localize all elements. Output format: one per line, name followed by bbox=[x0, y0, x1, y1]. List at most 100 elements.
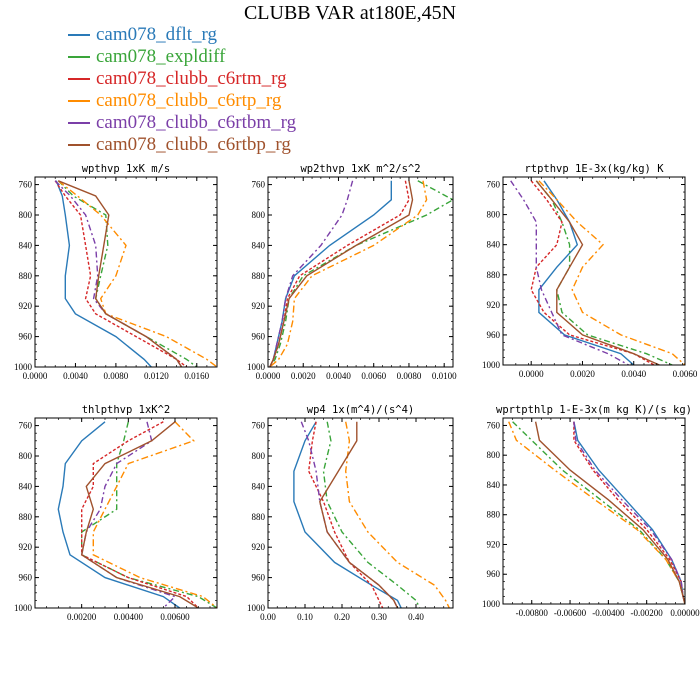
panel-frame bbox=[267, 176, 454, 368]
y-tick-label: 960 bbox=[19, 332, 33, 342]
y-tick-label: 920 bbox=[252, 301, 266, 311]
x-tick-label: 0.0020 bbox=[570, 369, 595, 379]
legend-swatch bbox=[68, 144, 90, 146]
panel-series bbox=[54, 180, 217, 367]
y-tick-label: 800 bbox=[252, 451, 266, 461]
series-line-cam078-dflt-rg bbox=[538, 180, 635, 365]
x-tick-label: 0.0040 bbox=[621, 369, 646, 379]
panel-6: wprtpthlp 1-E-3x(m kg K)/(s kg) 760 800 840… bbox=[482, 404, 700, 618]
panel-frame bbox=[502, 417, 686, 605]
panel-3: rtpthvp 1E-3x(kg/kg) K 760 800 840 880 920 960… bbox=[482, 163, 698, 379]
series-line-cam078-clubb-c6rtbm-rg bbox=[54, 180, 183, 367]
y-tick-label: 760 bbox=[252, 180, 266, 190]
series-line-cam078-clubb-c6rtp-rg bbox=[344, 421, 450, 608]
x-tick-label: 0.20 bbox=[334, 612, 350, 622]
y-tick-label: 1000 bbox=[482, 599, 501, 609]
y-tick-label: 1000 bbox=[14, 362, 33, 372]
panel-series bbox=[57, 421, 217, 608]
series-line-cam078-clubb-c6rtbp-rg bbox=[269, 180, 414, 367]
x-tick-label: 0.0080 bbox=[397, 371, 422, 381]
x-tick-label: -0.00600 bbox=[554, 608, 587, 618]
series-line-cam078-expldiff bbox=[322, 421, 421, 608]
y-tick-label: 880 bbox=[252, 271, 266, 281]
legend-swatch bbox=[68, 78, 90, 80]
x-tick-label: 0.10 bbox=[297, 612, 313, 622]
legend-item-cam078-clubb-c6rtp-rg: cam078_clubb_c6rtp_rg bbox=[68, 90, 296, 112]
y-tick-label: 880 bbox=[487, 510, 501, 520]
y-tick-label: 880 bbox=[487, 270, 501, 280]
x-tick-label: 0.0060 bbox=[673, 369, 698, 379]
series-line-cam078-clubb-c6rtm-rg bbox=[80, 421, 199, 608]
legend-label: cam078_clubb_c6rtp_rg bbox=[96, 90, 282, 111]
x-tick-label: 0.30 bbox=[371, 612, 387, 622]
figure-title: CLUBB VAR at180E,45N bbox=[243, 2, 457, 24]
x-tick-label: 0.00400 bbox=[114, 612, 144, 622]
y-tick-label: 840 bbox=[19, 240, 33, 250]
series-line-cam078-clubb-c6rtm-rg bbox=[530, 180, 655, 365]
series-line-cam078-clubb-c6rtbm-rg bbox=[573, 421, 685, 604]
panel-series bbox=[269, 180, 453, 367]
series-line-cam078-clubb-c6rtp-rg bbox=[57, 180, 217, 367]
panel-title: thlpthvp 1xK^2 bbox=[82, 404, 171, 416]
legend-item-cam078-clubb-c6rtbp-rg: cam078_clubb_c6rtbp_rg bbox=[68, 134, 296, 156]
legend-item-cam078-dflt-rg: cam078_dflt_rg bbox=[68, 24, 296, 46]
y-tick-label: 1000 bbox=[247, 603, 266, 613]
y-tick-label: 1000 bbox=[482, 360, 501, 370]
y-tick-label: 880 bbox=[19, 271, 33, 281]
series-line-cam078-expldiff bbox=[535, 180, 673, 365]
legend-swatch bbox=[68, 100, 90, 102]
series-line-cam078-clubb-c6rtm-rg bbox=[269, 180, 410, 367]
legend-item-cam078-clubb-c6rtm-rg: cam078_clubb_c6rtm_rg bbox=[68, 68, 296, 90]
panel-title: wp4 1x(m^4)/(s^4) bbox=[307, 404, 414, 416]
panel-series bbox=[508, 421, 685, 604]
series-line-cam078-clubb-c6rtbm-rg bbox=[510, 180, 629, 365]
x-tick-label: 0.0080 bbox=[104, 371, 129, 381]
x-tick-label: 0.0040 bbox=[326, 371, 351, 381]
y-tick-label: 840 bbox=[487, 480, 501, 490]
y-tick-label: 920 bbox=[252, 542, 266, 552]
y-tick-label: 800 bbox=[252, 210, 266, 220]
series-line-cam078-clubb-c6rtp-rg bbox=[508, 421, 685, 604]
x-tick-label: 0.0000 bbox=[519, 369, 544, 379]
legend-label: cam078_clubb_c6rtbp_rg bbox=[96, 134, 291, 155]
series-line-cam078-clubb-c6rtbp-rg bbox=[58, 180, 183, 367]
series-line-cam078-clubb-c6rtbm-rg bbox=[269, 180, 354, 367]
series-line-cam078-clubb-c6rtp-rg bbox=[538, 180, 685, 365]
y-tick-label: 760 bbox=[487, 420, 501, 430]
panel-title: wp2thvp 1xK m^2/s^2 bbox=[300, 163, 420, 175]
x-tick-label: 0.0000 bbox=[23, 371, 48, 381]
y-tick-label: 760 bbox=[19, 180, 33, 190]
legend-item-cam078-clubb-c6rtbm-rg: cam078_clubb_c6rtbm_rg bbox=[68, 112, 296, 134]
series-line-cam078-clubb-c6rtbm-rg bbox=[300, 421, 399, 608]
panel-2: wp2thvp 1xK m^2/s^2 760 800 840 880 920 960 100… bbox=[247, 163, 457, 381]
panel-title: wpthvp 1xK m/s bbox=[82, 163, 171, 175]
series-line-cam078-dflt-rg bbox=[57, 421, 181, 608]
x-tick-label: 0.0040 bbox=[63, 371, 88, 381]
panel-4: thlpthvp 1xK^2 760 800 840 880 920 960 1000 0.00… bbox=[14, 404, 218, 622]
panel-frame bbox=[34, 417, 218, 609]
y-tick-label: 960 bbox=[19, 573, 33, 583]
x-tick-label: 0.0120 bbox=[144, 371, 169, 381]
y-tick-label: 920 bbox=[487, 300, 501, 310]
series-line-cam078-dflt-rg bbox=[55, 180, 152, 367]
x-tick-label: 0.40 bbox=[408, 612, 424, 622]
series-line-cam078-clubb-c6rtbp-rg bbox=[319, 421, 399, 608]
y-tick-label: 800 bbox=[487, 450, 501, 460]
y-tick-label: 800 bbox=[487, 210, 501, 220]
y-tick-label: 920 bbox=[19, 301, 33, 311]
y-tick-label: 960 bbox=[487, 330, 501, 340]
y-tick-label: 960 bbox=[487, 569, 501, 579]
y-tick-label: 760 bbox=[487, 180, 501, 190]
y-tick-label: 1000 bbox=[247, 362, 266, 372]
panel-series bbox=[510, 180, 685, 365]
series-line-cam078-expldiff bbox=[80, 421, 217, 608]
panel-5: wp4 1x(m^4)/(s^4)76080084088092096010000… bbox=[247, 404, 454, 622]
x-tick-label: -0.00800 bbox=[516, 608, 549, 618]
series-line-cam078-clubb-c6rtbp-rg bbox=[534, 421, 685, 604]
panel-frame bbox=[34, 176, 218, 368]
series-line-cam078-dflt-rg bbox=[573, 421, 685, 604]
series-line-cam078-clubb-c6rtbp-rg bbox=[535, 180, 660, 365]
series-line-cam078-clubb-c6rtp-rg bbox=[269, 180, 428, 367]
y-tick-label: 960 bbox=[252, 573, 266, 583]
